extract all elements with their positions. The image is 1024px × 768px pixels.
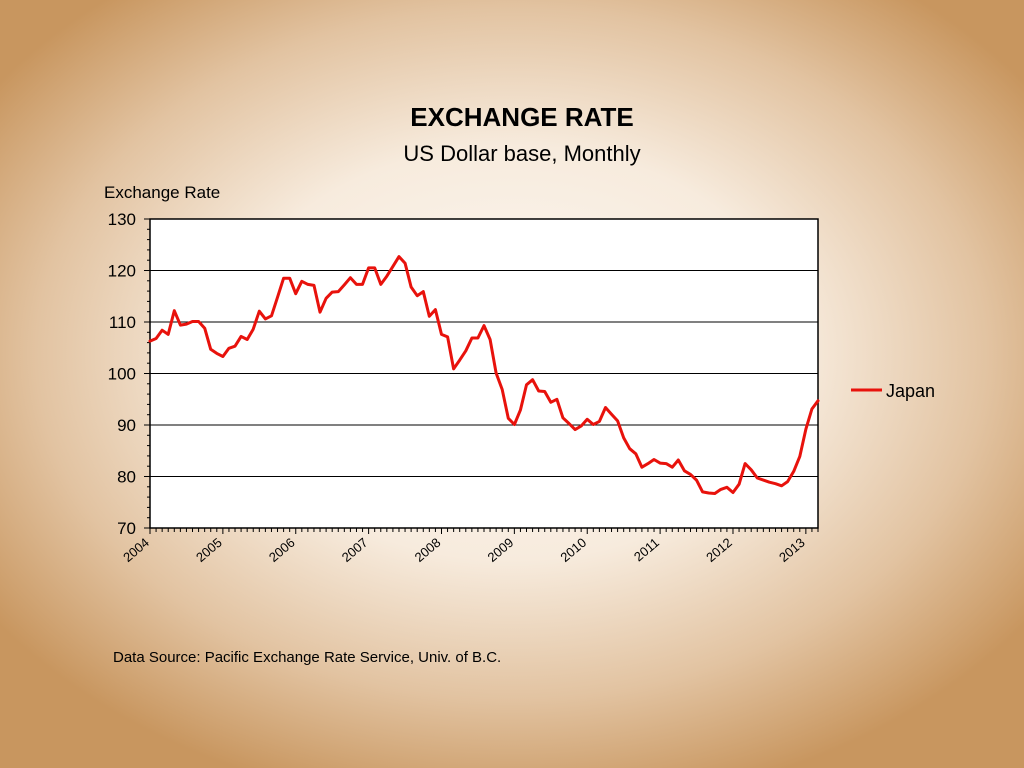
- legend-label-japan: Japan: [886, 381, 935, 401]
- legend: Japan: [851, 381, 935, 401]
- x-tick-label: 2013: [776, 535, 808, 565]
- plot-border: [149, 218, 819, 529]
- x-tick-label: 2010: [557, 535, 589, 565]
- x-tick-label: 2011: [631, 535, 662, 564]
- y-axis: 70 80 90 100 110 120 130: [108, 210, 150, 538]
- y-tick-label: 70: [117, 519, 136, 538]
- x-tick-label: 2007: [339, 535, 371, 565]
- gridlines: [150, 270, 818, 477]
- x-tick-label: 2012: [703, 535, 735, 565]
- x-tick-label: 2005: [193, 535, 225, 565]
- y-tick-label: 90: [117, 416, 136, 435]
- data-source-note: Data Source: Pacific Exchange Rate Servi…: [113, 649, 501, 666]
- chart-title: EXCHANGE RATE: [410, 102, 633, 132]
- chart-subtitle: US Dollar base, Monthly: [403, 141, 640, 166]
- x-axis: 2004 2005 2006 2007 2008 2009 2010 2011 2012 2013: [120, 528, 819, 565]
- y-axis-label: Exchange Rate: [104, 183, 220, 202]
- y-tick-label: 120: [108, 262, 136, 281]
- y-tick-label: 80: [117, 468, 136, 487]
- series-group: [148, 255, 820, 495]
- series-line-japan: [148, 255, 820, 495]
- x-tick-label: 2004: [120, 535, 152, 565]
- x-tick-label: 2006: [266, 535, 298, 565]
- y-tick-label: 100: [108, 365, 136, 384]
- x-tick-label: 2008: [412, 535, 444, 565]
- y-tick-label: 110: [109, 313, 136, 332]
- x-tick-label: 2009: [484, 535, 516, 565]
- y-tick-label: 130: [108, 210, 136, 229]
